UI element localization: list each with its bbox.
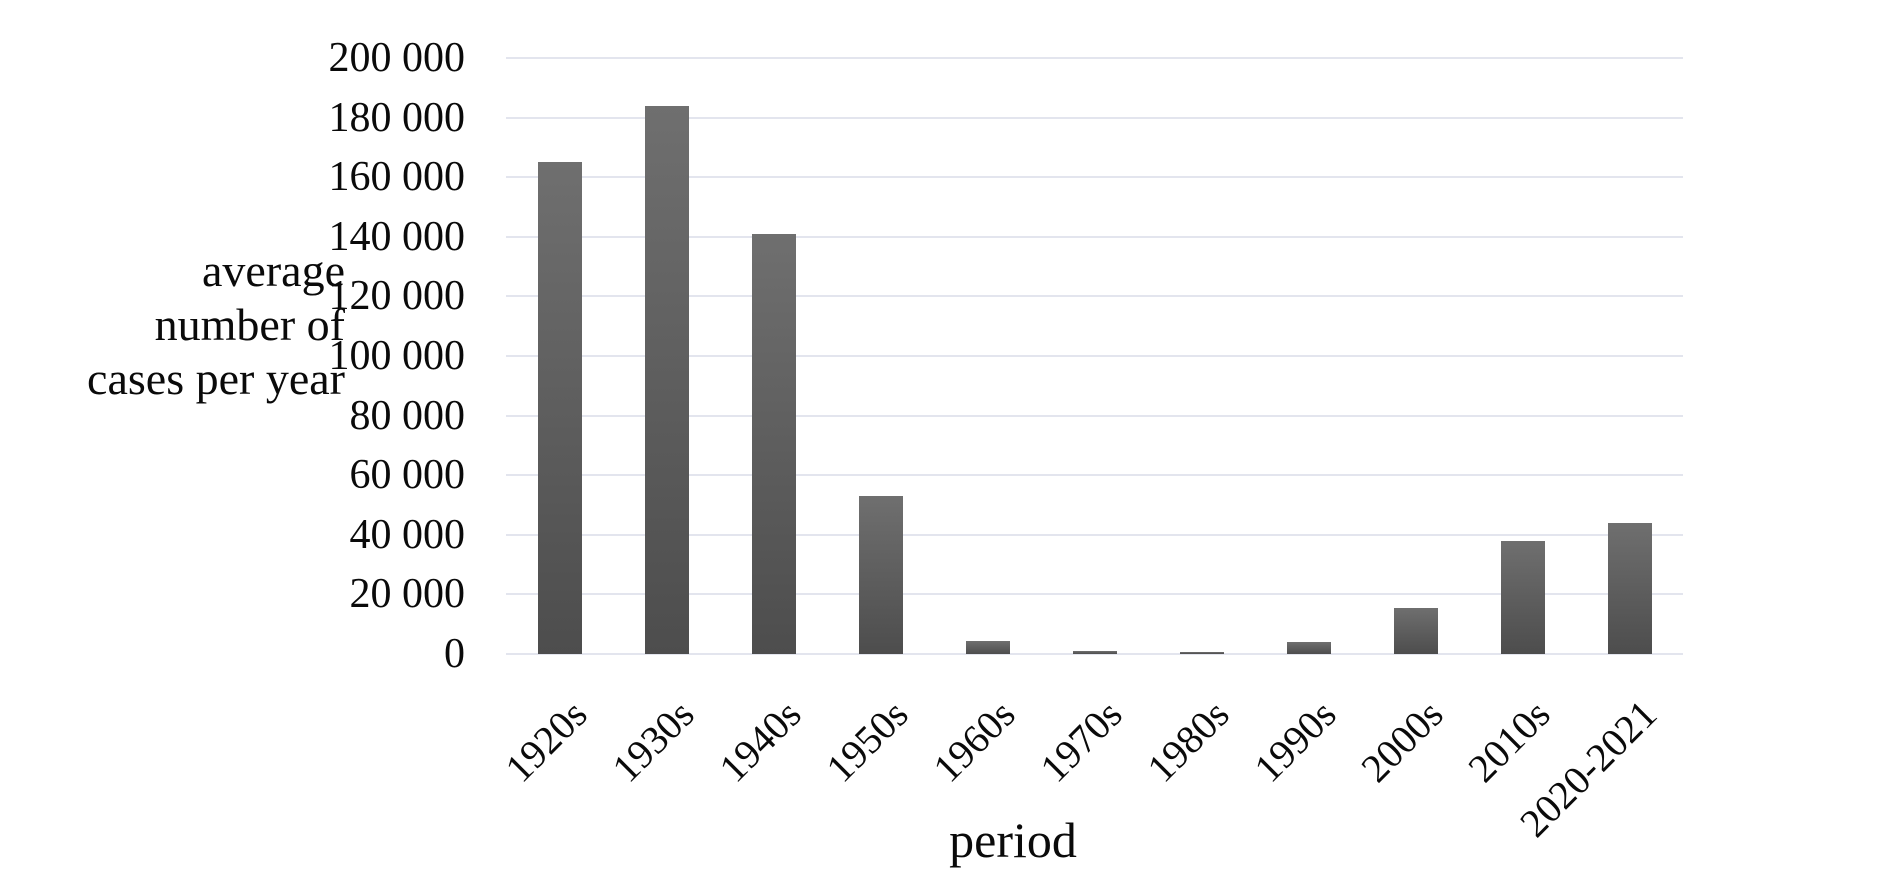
y-tick-label: 120 000 bbox=[328, 273, 466, 320]
y-axis-title: average number of cases per year bbox=[0, 244, 345, 406]
bar-1930s bbox=[644, 105, 689, 654]
bar-1960s bbox=[965, 640, 1010, 654]
bar-1940s bbox=[751, 233, 796, 654]
gridline bbox=[506, 474, 1683, 477]
gridline bbox=[506, 57, 1683, 59]
y-tick-label: 100 000 bbox=[328, 333, 466, 379]
gridline bbox=[506, 593, 1683, 596]
gridline bbox=[506, 355, 1683, 357]
x-tick-label: 1980s bbox=[1138, 691, 1238, 791]
x-tick-label: 1940s bbox=[710, 691, 810, 791]
y-axis-title-line-1: average bbox=[202, 245, 345, 296]
bar-1950s bbox=[858, 496, 903, 654]
gridline bbox=[506, 176, 1683, 179]
gridline bbox=[506, 653, 1683, 655]
y-tick-label: 20 000 bbox=[349, 571, 466, 618]
x-tick-label: 1920s bbox=[496, 691, 596, 791]
y-tick-label: 40 000 bbox=[349, 511, 466, 558]
gridline bbox=[506, 295, 1683, 298]
gridline bbox=[506, 235, 1683, 238]
y-tick-label: 140 000 bbox=[328, 213, 466, 260]
bar-1970s bbox=[1072, 650, 1117, 654]
y-axis-title-line-3: cases per year bbox=[87, 353, 345, 404]
gridline bbox=[506, 116, 1683, 119]
plot-area bbox=[506, 57, 1683, 655]
bar-2000s bbox=[1393, 607, 1438, 654]
x-tick-label: 2000s bbox=[1352, 691, 1452, 791]
x-axis-title: period bbox=[949, 812, 1077, 868]
y-tick-label: 60 000 bbox=[349, 452, 466, 499]
x-tick-label: 1990s bbox=[1245, 691, 1345, 791]
y-tick-label: 200 000 bbox=[328, 35, 466, 81]
bar-1990s bbox=[1286, 642, 1331, 654]
x-tick-label: 1970s bbox=[1031, 691, 1131, 791]
bar-2010s bbox=[1500, 540, 1545, 654]
bar-1920s bbox=[537, 162, 582, 654]
gridline bbox=[506, 414, 1683, 417]
x-tick-label: 1930s bbox=[603, 691, 703, 791]
x-tick-label: 1950s bbox=[817, 691, 917, 791]
bar-2020-2021 bbox=[1607, 522, 1652, 654]
y-tick-label: 160 000 bbox=[328, 154, 466, 201]
bar-1980s bbox=[1179, 651, 1224, 654]
y-axis-title-line-2: number of bbox=[154, 299, 345, 350]
y-tick-label: 0 bbox=[444, 631, 465, 677]
gridline bbox=[506, 533, 1683, 536]
x-tick-label: 2010s bbox=[1459, 691, 1559, 791]
x-tick-label: 1960s bbox=[924, 691, 1024, 791]
y-tick-label: 180 000 bbox=[328, 94, 466, 141]
y-tick-label: 80 000 bbox=[349, 392, 466, 439]
